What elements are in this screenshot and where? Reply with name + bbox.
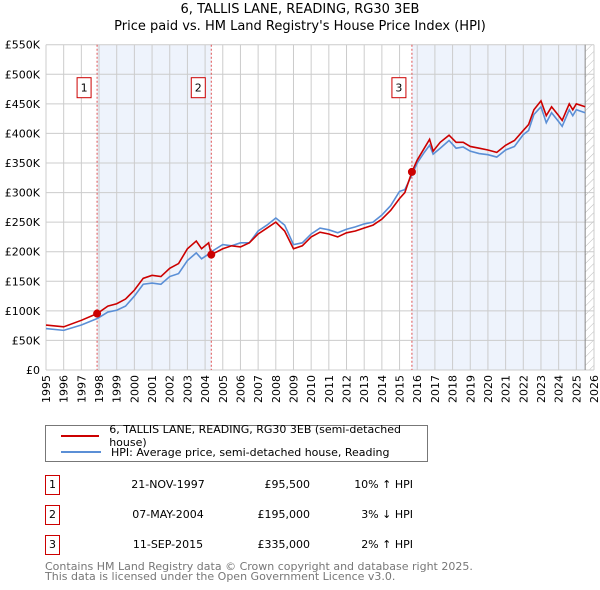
sale-label: 3 [395,82,402,95]
y-tick-label: £200K [5,246,41,259]
x-tick-label: 2007 [252,375,265,403]
legend-item-property: 6, TALLIS LANE, READING, RG30 3EB (semi-… [61,423,427,449]
plot-area: 1995 1996 1997 1998 1999 2000 2001 2002 2003 2004… [5,39,600,403]
y-tick-label: £250K [5,216,41,229]
x-tick-label: 2010 [305,375,318,403]
x-tick-label: 2014 [376,375,389,403]
x-tick-label: 1999 [111,375,124,403]
y-tick-label: £100K [5,305,41,318]
footer-licence: This data is licensed under the Open Gov… [45,570,396,583]
y-tick-label: £350K [5,157,41,170]
table-row: 2 07-MAY-2004 £195,000 3% ↓ HPI [45,505,465,525]
sale-point [207,250,216,259]
x-tick-label: 2020 [482,375,495,403]
x-tick-label: 2017 [429,375,442,403]
x-tick-label: 2018 [447,375,460,403]
sale-point [93,309,102,318]
chart-title: 6, TALLIS LANE, READING, RG30 3EB [180,2,420,17]
y-tick-label: £150K [5,275,41,288]
hpi-diff: 3% ↓ HPI [361,508,413,521]
x-tick-label: 1995 [40,375,53,403]
red-line-swatch [61,435,100,437]
y-tick-label: £0 [26,364,40,377]
sale-marker-label: 1 [45,475,60,495]
footer-copyright: Contains HM Land Registry data © Crown c… [45,560,473,573]
x-tick-label: 2002 [164,375,177,403]
x-tick-label: 2009 [287,375,300,403]
legend-label: 6, TALLIS LANE, READING, RG30 3EB (semi-… [109,423,401,449]
x-tick-label: 2025 [570,375,583,403]
x-tick-label: 2013 [358,375,371,403]
y-tick-label: £400K [5,127,41,140]
x-tick-label: 2016 [411,375,424,403]
x-tick-label: 2011 [323,375,336,403]
table-row: 1 21-NOV-1997 £95,500 10% ↑ HPI [45,475,465,495]
x-tick-label: 2000 [128,375,141,403]
hpi-diff: 10% ↑ HPI [354,478,413,491]
hpi-line [45,105,586,332]
x-tick-label: 2015 [394,375,407,403]
x-tick-label: 2005 [217,375,230,403]
x-tick-label: 2006 [234,375,247,403]
sale-price: £195,000 [257,508,311,521]
shaded-range [411,44,586,370]
x-tick-label: 1996 [58,375,71,403]
x-tick-label: 2026 [588,375,600,403]
x-tick-label: 2008 [270,375,283,403]
sale-label-box [190,77,206,99]
x-tick-label: 1998 [93,375,106,403]
sale-point [407,167,416,176]
sale-label-box [391,77,407,99]
sale-price: £335,000 [257,538,311,551]
x-tick-label: 2023 [535,375,548,403]
sale-date: 07-MAY-2004 [132,508,204,521]
blue-line-swatch [61,451,101,453]
x-tick-label: 2019 [464,375,477,403]
future-hatch [585,44,594,370]
table-row: 3 11-SEP-2015 £335,000 2% ↑ HPI [45,535,465,555]
sale-label: 2 [195,82,202,95]
sale-price: £95,500 [264,478,311,491]
hpi-diff: 2% ↑ HPI [361,538,413,551]
x-tick-label: 2001 [146,375,159,403]
x-tick-label: 2022 [517,375,530,403]
y-tick-label: £300K [5,187,41,200]
x-tick-label: 2004 [199,375,212,403]
sale-label: 1 [81,82,88,95]
x-tick-label: 2003 [181,375,194,403]
y-tick-label: £500K [5,68,41,81]
x-tick-label: 1997 [75,375,88,403]
legend-label: HPI: Average price, semi-detached house,… [111,445,390,459]
sale-label-box [76,77,92,99]
y-tick-label: £550K [5,39,41,52]
sale-marker-label: 3 [45,535,60,555]
x-tick-label: 2024 [553,375,566,403]
sale-date: 11-SEP-2015 [132,538,204,551]
x-tick-label: 2021 [500,375,513,403]
y-tick-label: £450K [5,98,41,111]
y-tick-label: £50K [12,334,41,347]
sale-date: 21-NOV-1997 [131,478,205,491]
sale-marker-label: 2 [45,505,60,525]
legend: 6, TALLIS LANE, READING, RG30 3EB (semi-… [45,423,428,462]
price-line [45,99,586,328]
chart-subtitle: Price paid vs. HM Land Registry's House … [114,19,486,34]
x-tick-label: 2012 [341,375,354,403]
shaded-range [97,44,212,370]
legend-item-hpi: HPI: Average price, semi-detached house,… [61,445,390,459]
